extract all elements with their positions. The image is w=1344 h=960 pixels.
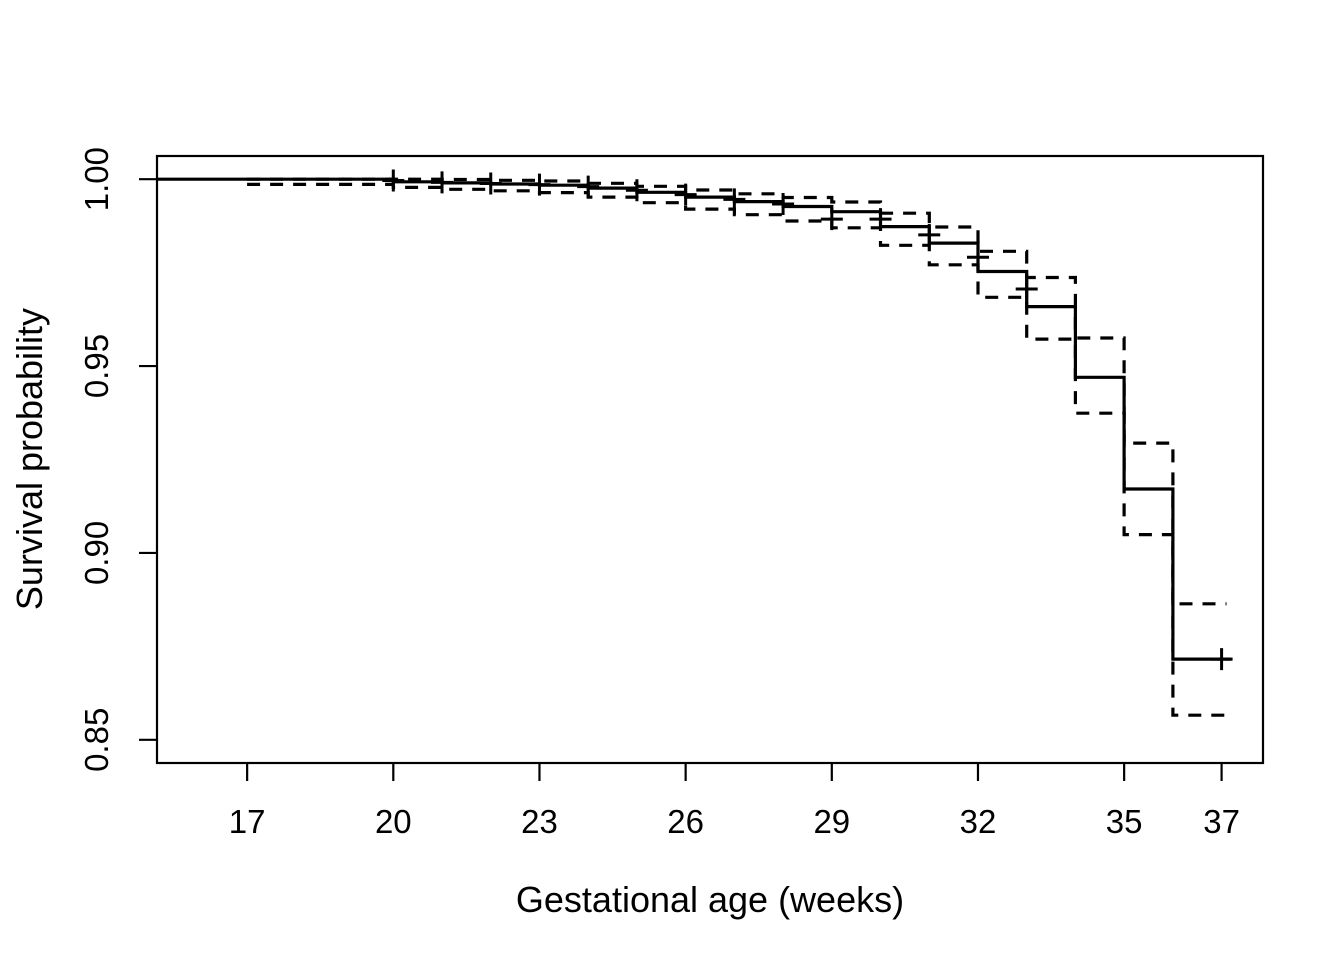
y-tick-label: 1.00: [78, 147, 115, 211]
x-tick-label: 20: [375, 803, 412, 840]
censor-mark: [918, 223, 941, 246]
km-curve: [157, 177, 1232, 661]
censor-mark: [1210, 648, 1233, 671]
x-tick-label: 26: [667, 803, 704, 840]
x-tick-label: 32: [960, 803, 997, 840]
censor-mark: [625, 179, 648, 202]
censor-mark: [772, 193, 795, 216]
y-tick-label: 0.85: [78, 708, 115, 772]
x-tick-label: 35: [1106, 803, 1143, 840]
x-tick-label: 23: [521, 803, 558, 840]
censor-mark: [577, 175, 600, 198]
censor-mark: [1015, 278, 1038, 301]
censor-mark: [479, 172, 502, 195]
censor-mark: [820, 208, 843, 231]
x-tick-label: 37: [1203, 803, 1240, 840]
censor-mark: [723, 188, 746, 211]
ci-upper-curve: [247, 177, 1227, 606]
censor-mark: [431, 171, 454, 194]
censor-mark: [869, 208, 892, 231]
y-axis-title: Survival probability: [9, 307, 50, 611]
x-tick-label: 29: [813, 803, 850, 840]
censor-mark: [674, 183, 697, 206]
y-tick-label: 0.90: [78, 521, 115, 585]
censor-mark: [528, 173, 551, 196]
censor-mark: [382, 169, 405, 192]
censor-mark: [966, 246, 989, 269]
plot-box: [155, 154, 1265, 765]
y-tick-label: 0.95: [78, 334, 115, 398]
x-axis-title: Gestational age (weeks): [515, 879, 905, 920]
ci-lower-curve: [247, 182, 1227, 717]
x-tick-label: 17: [229, 803, 266, 840]
